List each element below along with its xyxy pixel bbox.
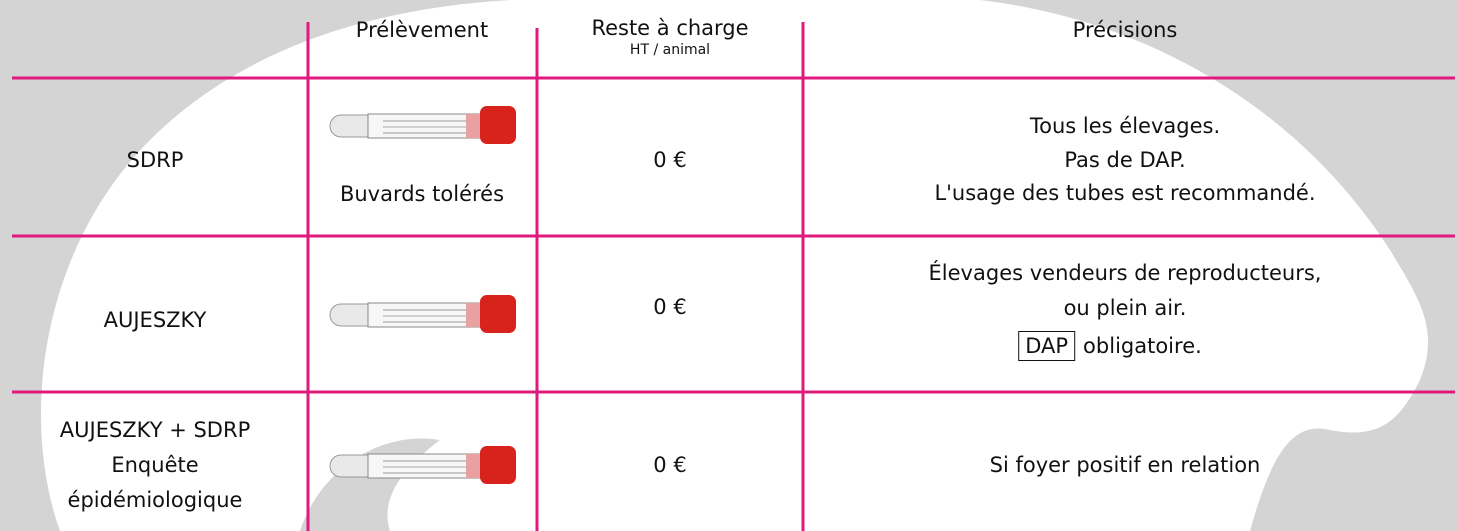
details-line: DAP obligatoire. (1018, 331, 1202, 361)
text: obligatoire. (1083, 334, 1202, 358)
sample-note: Buvards tolérés (339, 182, 505, 206)
tube-image (328, 443, 518, 487)
details-line: Élevages vendeurs de reproducteurs, (928, 261, 1322, 285)
header-cell: Reste à charge (591, 16, 749, 40)
cost: 0 € (653, 295, 687, 319)
row-name: Enquête (111, 453, 199, 477)
details-line: ou plein air. (1063, 296, 1187, 320)
details-line: Si foyer positif en relation (989, 453, 1261, 477)
row-name: épidémiologique (67, 488, 243, 512)
header-cell: Prélèvement (355, 18, 489, 42)
row-name: AUJESZKY (103, 308, 207, 332)
header-note: HT / animal (629, 42, 711, 58)
details-line: Tous les élevages. (1029, 114, 1221, 138)
boxed-text: DAP (1018, 331, 1076, 361)
tube-image (328, 292, 518, 336)
details-line: L'usage des tubes est recommandé. (934, 181, 1316, 205)
cost: 0 € (653, 453, 687, 477)
row-name: SDRP (126, 148, 184, 172)
details-line: Pas de DAP. (1064, 148, 1186, 172)
cost: 0 € (653, 148, 687, 172)
row-name: AUJESZKY + SDRP (59, 418, 251, 442)
tube-image (328, 103, 518, 147)
header-cell: Précisions (1072, 18, 1178, 42)
